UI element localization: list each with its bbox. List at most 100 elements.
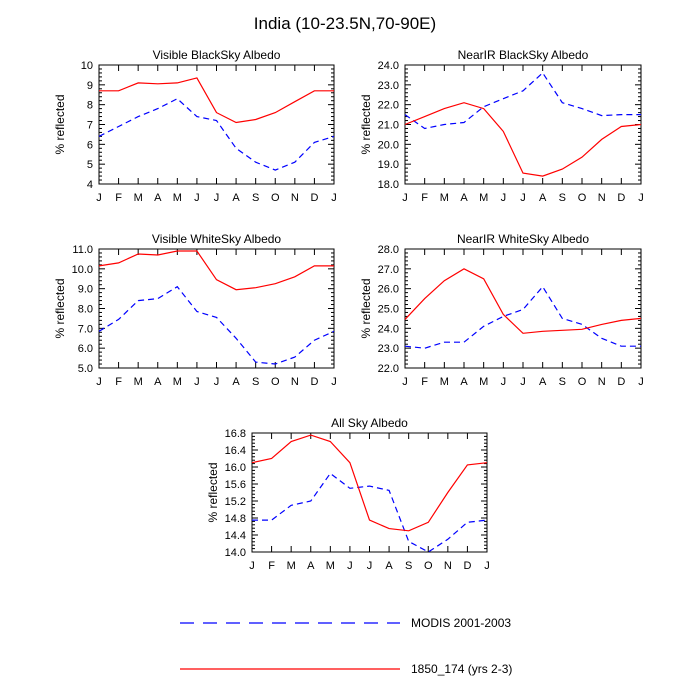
x-tick-label: J [347, 560, 353, 572]
data-point-model [428, 522, 429, 523]
x-tick-label: S [405, 560, 412, 572]
data-point-modis [314, 340, 315, 341]
data-point-modis [196, 311, 197, 312]
x-tick-label: J [402, 376, 408, 388]
y-tick-label: 7 [87, 120, 93, 132]
x-tick-label: J [96, 376, 102, 388]
x-tick-label: D [310, 376, 318, 388]
y-tick-label: 8 [87, 100, 93, 112]
x-tick-label: J [194, 376, 200, 388]
data-point-model [522, 333, 523, 334]
data-point-modis [98, 331, 99, 332]
data-point-modis [444, 124, 445, 125]
data-point-model [483, 278, 484, 279]
y-tick-label: 10 [81, 60, 93, 72]
x-tick-label: M [479, 376, 488, 388]
x-tick-label: A [539, 376, 547, 388]
data-point-modis [98, 136, 99, 137]
data-point-model [404, 319, 405, 320]
data-point-modis [542, 286, 543, 287]
data-point-model [196, 77, 197, 78]
chart-title: NearIR BlackSky Albedo [458, 48, 589, 62]
y-tick-label: 16.4 [225, 445, 246, 457]
series-line-modis [404, 285, 641, 349]
x-tick-label: F [421, 376, 428, 388]
chart-1: Visible BlackSky Albedo % reflected 4 5 6 7 8 9… [53, 48, 337, 204]
x-tick-label: J [402, 192, 408, 204]
x-tick-label: O [271, 376, 280, 388]
series-line-modis [404, 71, 641, 130]
data-point-modis [408, 541, 409, 542]
y-tick-label: 28.0 [378, 244, 399, 256]
data-point-model [388, 528, 389, 529]
data-point-model [255, 287, 256, 288]
x-tick-label: M [440, 192, 449, 204]
legend-label-model: 1850_174 (yrs 2-3) [411, 662, 512, 676]
data-point-model [463, 268, 464, 269]
y-tick-label: 9 [87, 80, 93, 92]
y-tick-label: 7.0 [78, 323, 93, 335]
x-tick-label: J [484, 560, 490, 572]
data-point-model [333, 90, 334, 91]
data-point-modis [562, 102, 563, 103]
data-point-model [98, 90, 99, 91]
x-tick-label: N [291, 192, 299, 204]
data-point-modis [294, 356, 295, 357]
data-point-modis [333, 136, 334, 137]
y-tick-label: 10.0 [72, 264, 93, 276]
y-tick-label: 22.0 [378, 100, 399, 112]
data-point-model [333, 265, 334, 266]
data-point-modis [177, 286, 178, 287]
x-tick-label: F [268, 560, 275, 572]
data-point-modis [314, 142, 315, 143]
data-point-model [118, 90, 119, 91]
data-point-modis [275, 363, 276, 364]
x-tick-label: M [440, 376, 449, 388]
plot-frame [98, 64, 335, 185]
data-point-model [314, 265, 315, 266]
data-point-model [444, 108, 445, 109]
data-point-model [235, 122, 236, 123]
data-point-model [408, 530, 409, 531]
data-point-model [444, 280, 445, 281]
x-tick-label: A [460, 192, 468, 204]
plot-frame [98, 248, 335, 369]
x-tick-label: N [444, 560, 452, 572]
data-point-model [542, 175, 543, 176]
legend: MODIS 2001-2003 1850_174 (yrs 2-3) [180, 616, 512, 676]
x-tick-label: F [421, 192, 428, 204]
series-line-model [99, 77, 334, 124]
y-tick-label: 20.0 [378, 139, 399, 151]
y-tick-label: 22.0 [378, 363, 399, 375]
chart-title: Visible WhiteSky Albedo [152, 232, 282, 246]
data-point-modis [235, 338, 236, 339]
data-point-modis [369, 486, 370, 487]
data-point-modis [447, 539, 448, 540]
x-tick-label: J [638, 376, 644, 388]
data-point-modis [581, 108, 582, 109]
y-tick-label: 23.0 [378, 343, 399, 355]
data-point-model [271, 458, 272, 459]
y-tick-label: 23.0 [378, 80, 399, 92]
x-tick-label: O [578, 192, 587, 204]
series-line-modis [252, 472, 488, 553]
data-point-modis [424, 128, 425, 129]
data-point-model [621, 126, 622, 127]
y-tick-label: 8.0 [78, 304, 93, 316]
series-line-model [404, 268, 642, 334]
x-tick-label: J [214, 192, 220, 204]
y-tick-label: 24.0 [378, 60, 399, 72]
data-point-model [98, 265, 99, 266]
x-tick-label: O [578, 376, 587, 388]
data-point-modis [463, 122, 464, 123]
data-point-model [138, 253, 139, 254]
x-tick-label: M [173, 192, 182, 204]
data-point-modis [157, 108, 158, 109]
x-tick-label: J [520, 376, 526, 388]
x-tick-label: F [115, 192, 122, 204]
data-point-model [562, 330, 563, 331]
data-point-modis [503, 316, 504, 317]
x-tick-label: A [385, 560, 393, 572]
data-point-modis [467, 522, 468, 523]
